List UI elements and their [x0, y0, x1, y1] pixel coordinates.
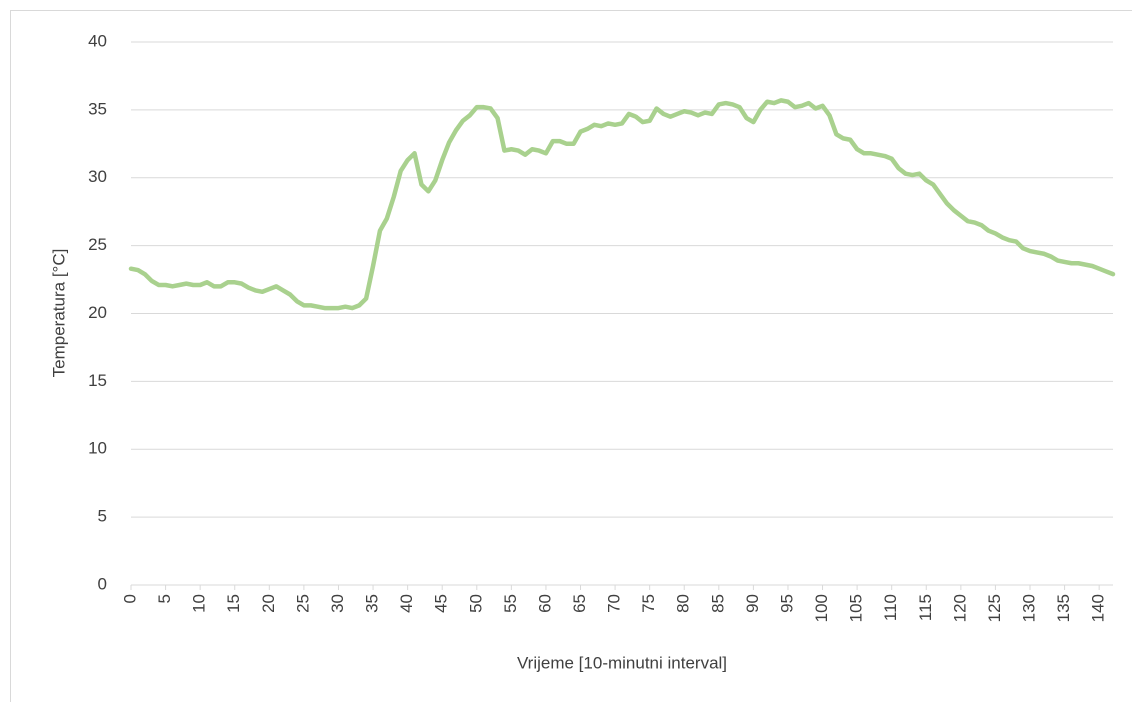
x-tick-label: 100 [812, 594, 831, 622]
x-tick-label: 75 [639, 594, 658, 613]
y-tick-label: 0 [98, 574, 107, 593]
y-tick-label: 15 [88, 371, 107, 390]
x-tick-label: 35 [363, 594, 382, 613]
y-tick-label: 35 [88, 99, 107, 118]
x-tick-label: 135 [1054, 594, 1073, 622]
x-tick-label: 60 [535, 594, 554, 613]
x-tick-label: 45 [432, 594, 451, 613]
x-tick-label: 90 [743, 594, 762, 613]
y-tick-label: 40 [88, 31, 107, 50]
x-tick-label: 85 [708, 594, 727, 613]
x-tick-label: 40 [397, 594, 416, 613]
x-tick-label: 115 [916, 594, 935, 621]
y-tick-label: 5 [98, 507, 107, 526]
y-tick-label: 20 [88, 303, 107, 322]
x-tick-label: 80 [674, 594, 693, 613]
x-tick-label: 105 [847, 594, 866, 622]
x-tick-label: 25 [293, 594, 312, 613]
y-tick-label: 30 [88, 167, 107, 186]
x-tick-label: 0 [120, 594, 139, 603]
x-tick-label: 110 [881, 594, 900, 621]
x-tick-label: 5 [155, 594, 174, 603]
x-tick-label: 15 [224, 594, 243, 613]
chart-border [10, 10, 1132, 702]
x-tick-label: 140 [1089, 594, 1108, 622]
x-tick-label: 130 [1019, 594, 1038, 622]
x-axis-title: Vrijeme [10-minutni interval] [517, 653, 727, 672]
y-tick-label: 10 [88, 439, 107, 458]
y-tick-label: 25 [88, 235, 107, 254]
x-tick-label: 120 [950, 594, 969, 622]
x-tick-label: 55 [501, 594, 520, 613]
x-tick-label: 70 [605, 594, 624, 613]
x-tick-label: 125 [985, 594, 1004, 622]
x-tick-label: 65 [570, 594, 589, 613]
x-tick-label: 95 [777, 594, 796, 613]
y-axis-title: Temperatura [°C] [49, 249, 68, 378]
x-tick-label: 10 [190, 594, 209, 613]
x-tick-label: 30 [328, 594, 347, 613]
x-tick-label: 50 [466, 594, 485, 613]
x-tick-label: 20 [259, 594, 278, 613]
data-line [128, 98, 1116, 311]
